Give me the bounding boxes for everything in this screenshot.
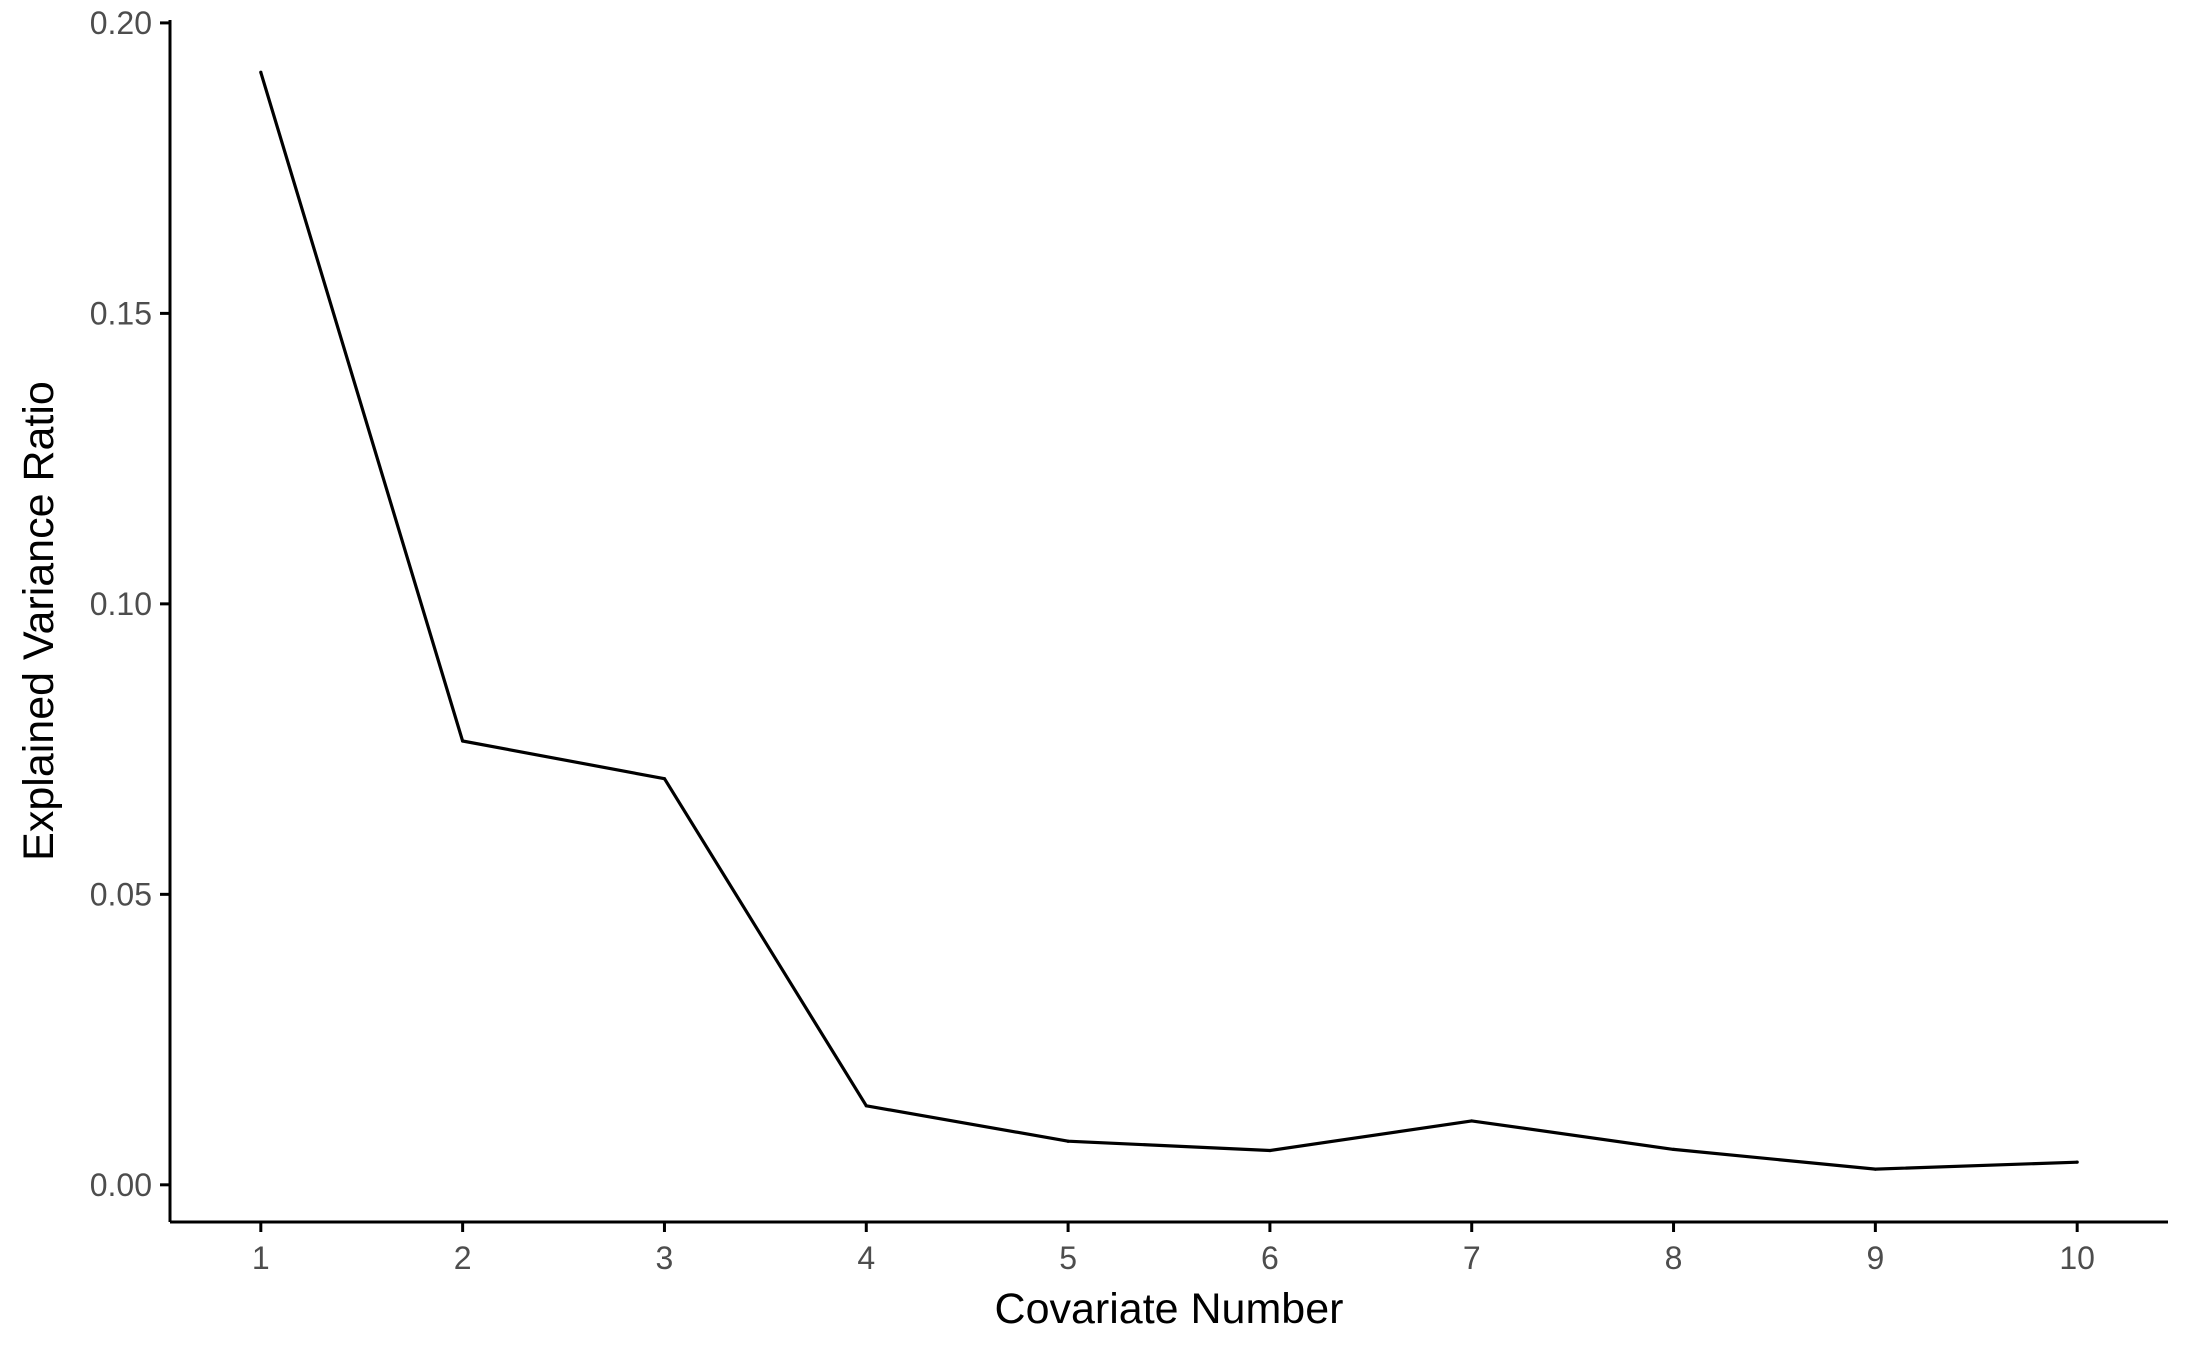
x-tick-label: 8 [1665,1240,1683,1276]
x-tick-label: 10 [2059,1240,2095,1276]
series-layer [259,70,2079,1171]
data-point [1470,1119,1474,1123]
y-axis-title: Explained Variance Ratio [15,381,63,861]
series-line [259,71,2078,1171]
data-point [662,777,667,781]
data-point [1066,1139,1070,1143]
x-tick-label: 2 [454,1240,472,1276]
data-point [1671,1147,1676,1151]
data-point [1268,1148,1272,1153]
y-tick-label: 0.10 [90,586,152,622]
x-tick-label: 7 [1463,1240,1481,1276]
axes: 0.00 0.05 0.10 0.15 0.20 1 2 3 4 5 6 7 8 9 10 [90,5,2168,1276]
data-point [2075,1160,2079,1164]
data-point [461,739,465,743]
x-tick-label: 3 [656,1240,674,1276]
y-tick-label: 0.15 [90,295,152,331]
data-point [864,1104,868,1108]
data-point [1873,1167,1877,1171]
data-point [259,70,263,74]
x-tick-label: 1 [252,1240,270,1276]
x-tick-label: 4 [857,1240,875,1276]
x-axis-ticks: 1 2 3 4 5 6 7 8 9 10 [252,1222,2095,1276]
y-tick-label: 0.05 [90,876,152,912]
x-axis-title: Covariate Number [995,1285,1344,1333]
x-tick-label: 6 [1261,1240,1279,1276]
y-tick-label: 0.00 [90,1167,152,1203]
x-tick-label: 9 [1866,1240,1884,1276]
y-tick-label: 0.20 [90,5,152,41]
y-axis-ticks: 0.00 0.05 0.10 0.15 0.20 [90,5,170,1203]
x-tick-label: 5 [1059,1240,1077,1276]
